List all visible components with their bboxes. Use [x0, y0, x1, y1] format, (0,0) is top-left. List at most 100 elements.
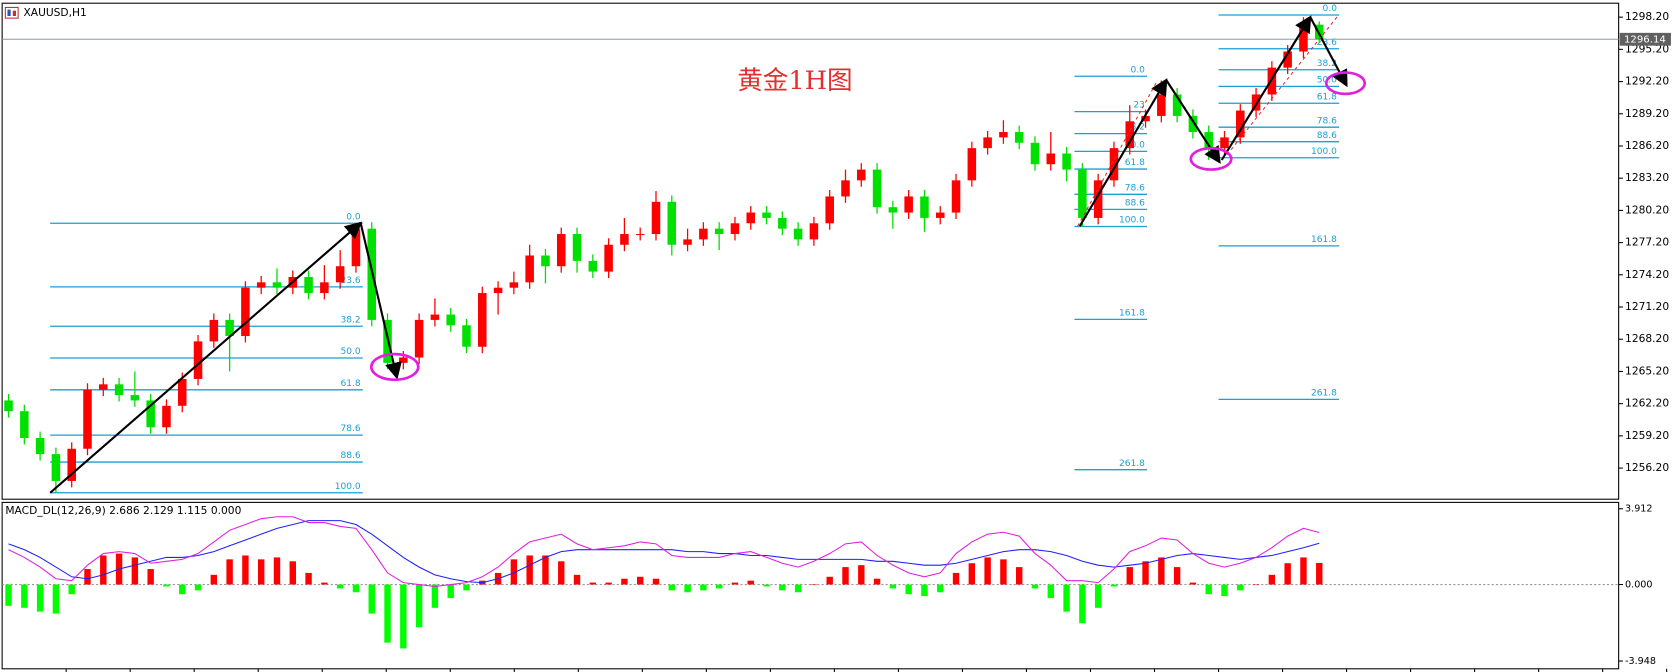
- candle-body: [778, 217, 787, 229]
- histogram-bar: [526, 555, 533, 585]
- candle-body: [857, 169, 866, 181]
- histogram-bar: [368, 584, 375, 614]
- fib-label: 88.6: [340, 451, 360, 461]
- histogram-bar: [542, 555, 549, 585]
- highlight-circle: [1189, 146, 1233, 171]
- candle-body: [699, 228, 708, 240]
- fib-label: 78.6: [340, 424, 360, 434]
- histogram-bar: [715, 584, 723, 589]
- candle-body: [572, 234, 582, 261]
- arrow: [1220, 15, 1312, 161]
- candle-body: [746, 212, 756, 224]
- histogram-bar: [668, 584, 675, 591]
- candle-body: [888, 207, 898, 213]
- candle-body: [1172, 94, 1182, 116]
- histogram-bar: [84, 569, 91, 585]
- fib-label: 0.0: [1323, 4, 1338, 14]
- macd-line: [8, 516, 1320, 588]
- candle-body: [841, 180, 850, 197]
- current-price-box: [1619, 32, 1671, 46]
- y-tick-label: 1298.20: [1625, 10, 1669, 23]
- histogram-bar: [147, 569, 154, 585]
- candle-body: [130, 395, 140, 401]
- histogram-bar: [1221, 584, 1228, 597]
- y-tick-label: -3.948: [1625, 656, 1656, 667]
- candle-body: [414, 319, 424, 358]
- fib-label: 38.2: [340, 315, 360, 325]
- histogram-bar: [415, 584, 423, 628]
- candle-body: [446, 314, 455, 326]
- histogram-bar: [952, 572, 960, 585]
- histogram-bar: [226, 559, 233, 585]
- fib-label: 61.8: [1317, 92, 1337, 102]
- histogram-bar: [68, 584, 75, 595]
- candle-body: [462, 325, 471, 347]
- histogram-bar: [336, 584, 344, 589]
- current-price-label: 1296.14: [1624, 34, 1666, 45]
- histogram-bar: [1047, 584, 1054, 599]
- candle-body: [935, 212, 945, 218]
- histogram-bar: [968, 563, 976, 585]
- candle-body: [399, 357, 408, 363]
- highlight-circle: [369, 352, 420, 382]
- candle-body: [4, 400, 13, 412]
- candle-body: [651, 201, 661, 235]
- histogram-bar: [1316, 562, 1323, 585]
- candle-body: [809, 223, 819, 240]
- histogram-bar: [1016, 567, 1023, 585]
- candle-body: [1299, 24, 1308, 52]
- candle-body: [1030, 142, 1040, 165]
- histogram-bar: [5, 584, 12, 606]
- candle-body: [478, 293, 487, 347]
- histogram-bar: [826, 576, 833, 585]
- fib-label: 261.8: [1311, 388, 1337, 398]
- candle-body: [241, 287, 250, 337]
- histogram-bar: [652, 578, 660, 585]
- trend-line: [1077, 79, 1159, 227]
- histogram-bar: [258, 559, 265, 585]
- y-tick-label: 1259.20: [1625, 429, 1669, 442]
- candle-body: [541, 255, 550, 267]
- histogram-bar: [384, 584, 391, 643]
- histogram-bar: [431, 584, 439, 608]
- histogram-bar: [1079, 584, 1086, 624]
- y-tick-label: 1286.20: [1625, 139, 1669, 152]
- candle-body: [904, 196, 913, 213]
- histogram-bar: [321, 582, 328, 585]
- fib-label: 100.0: [1119, 216, 1145, 226]
- histogram-bar: [700, 584, 707, 591]
- histogram-bar: [100, 555, 107, 585]
- fib-label: 78.6: [1317, 116, 1337, 126]
- arrow: [1078, 78, 1168, 227]
- candle-body: [983, 137, 992, 149]
- histogram-bar: [810, 584, 818, 586]
- candle-body: [209, 319, 219, 342]
- histogram-bar: [763, 584, 770, 587]
- candle-body: [1046, 153, 1056, 165]
- histogram-bar: [1063, 584, 1070, 612]
- fib-label: 100.0: [1311, 147, 1337, 157]
- histogram-bar: [558, 561, 565, 585]
- candle-body: [556, 234, 566, 267]
- candle-body: [162, 405, 171, 428]
- fib-label: 23.6: [1317, 38, 1337, 48]
- y-tick-label: 1280.20: [1625, 203, 1669, 216]
- candle-body: [177, 378, 187, 406]
- candle-body: [1188, 115, 1198, 133]
- candle-body: [1062, 153, 1071, 170]
- candle-body: [525, 255, 534, 283]
- candle-body: [999, 132, 1008, 138]
- fib-label: 88.6: [1317, 131, 1337, 141]
- histogram-bar: [605, 582, 612, 585]
- histogram-bar: [210, 574, 218, 585]
- candle-body: [320, 282, 329, 294]
- candle-body: [730, 223, 740, 235]
- histogram-bar: [984, 557, 991, 585]
- candle-body: [967, 148, 977, 181]
- candle-body: [51, 454, 61, 481]
- candle-body: [67, 448, 76, 481]
- candle-body: [1125, 121, 1135, 149]
- candle-body: [1204, 132, 1213, 149]
